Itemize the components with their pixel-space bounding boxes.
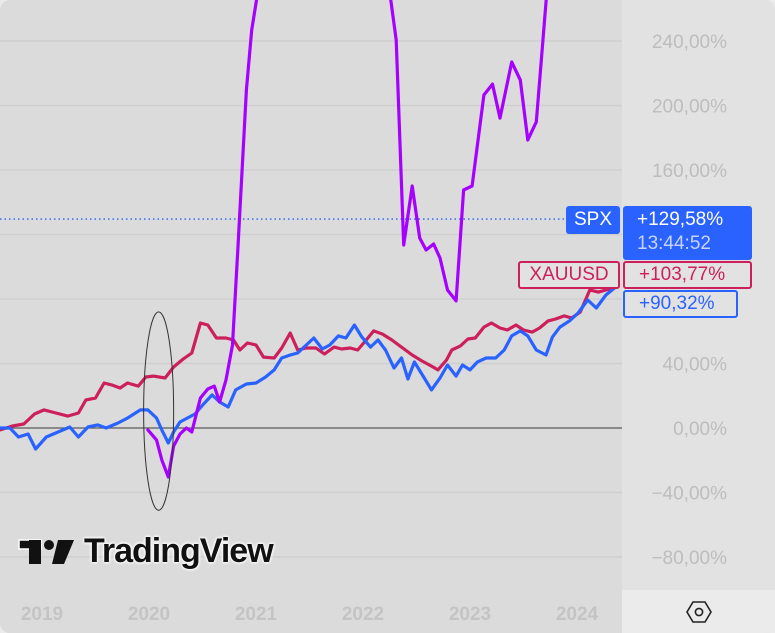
y-tick-label: 240,00% [652,32,727,53]
settings-hexagon-icon[interactable] [686,599,712,625]
xauusd-value-label: +103,77% [623,261,752,289]
x-tick-label: 2021 [235,604,278,625]
tradingview-logo-icon [18,539,74,564]
x-tick-label: 2024 [556,604,599,625]
series-2-line [146,0,548,479]
y-tick-label: −40,00% [651,484,727,505]
spx-price-label: +129,58% 13:44:52 [623,206,752,260]
time-axis-bg[interactable] [0,590,622,633]
tradingview-logo-text: TradingView [84,531,274,570]
y-tick-label: −80,00% [651,548,727,569]
tradingview-logo[interactable]: TradingView [18,531,274,570]
ellipse-annotation [143,311,175,511]
spx-symbol-label: SPX [566,206,620,234]
y-tick-label: 200,00% [652,97,727,118]
y-tick-label: 160,00% [652,161,727,182]
corner-bg [622,590,775,633]
x-tick-label: 2023 [449,604,491,625]
y-tick-label: 0,00% [673,419,727,440]
xauusd-line [0,286,617,432]
countdown-time: 13:44:52 [637,233,711,254]
x-tick-label: 2019 [21,604,63,625]
xauusd-symbol-label: XAUUSD [518,261,620,289]
spx-line [0,286,617,451]
x-tick-label: 2022 [342,604,384,625]
third-series-value-label: +90,32% [623,290,738,318]
y-tick-label: 40,00% [663,355,728,376]
x-tick-label: 2020 [128,604,170,625]
spx-value: +129,58% [637,209,724,230]
